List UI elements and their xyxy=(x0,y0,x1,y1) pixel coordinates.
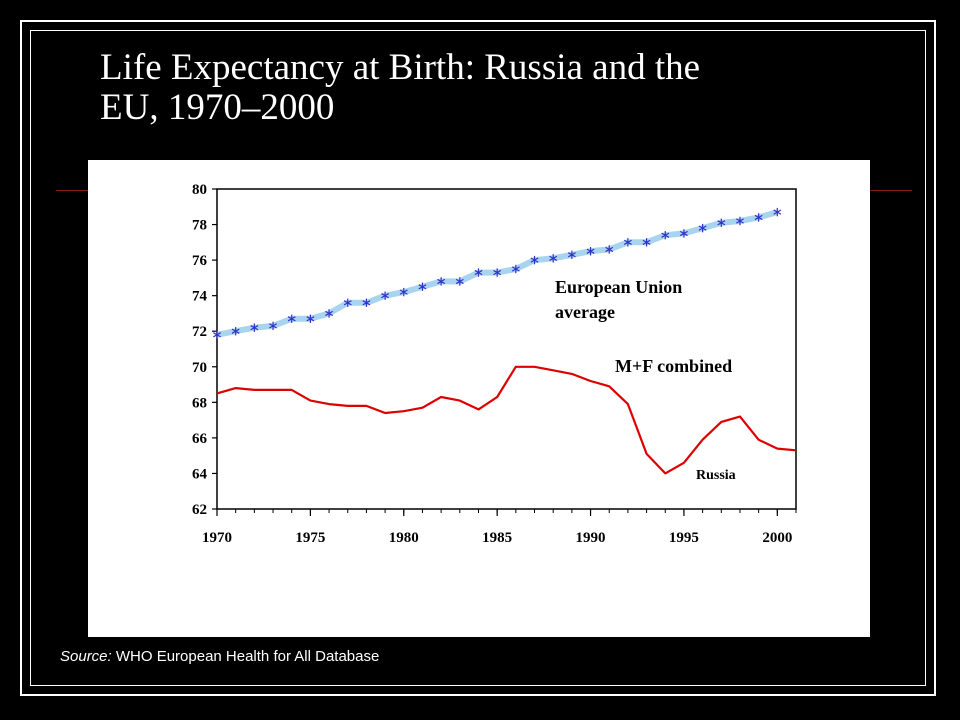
y-tick-label: 76 xyxy=(192,253,208,269)
data-point xyxy=(549,254,558,263)
data-point xyxy=(642,238,651,247)
eu-annotation-line2: average xyxy=(555,302,615,322)
data-point xyxy=(269,321,277,331)
data-point xyxy=(717,218,726,227)
y-tick-label: 80 xyxy=(192,182,207,198)
slide-title-line1: Life Expectancy at Birth: Russia and the xyxy=(100,47,701,88)
data-point xyxy=(306,314,315,323)
slide-title: Life Expectancy at Birth: Russia and the… xyxy=(100,48,860,128)
data-point xyxy=(586,247,595,256)
data-point xyxy=(362,298,371,307)
data-point xyxy=(698,223,707,233)
chart-panel: 62 64 66 68 70 72 74 76 78 80 1970 1975 1980 1985 199… xyxy=(88,160,870,637)
series-line-1 xyxy=(216,365,797,475)
series-layer xyxy=(213,207,797,475)
y-tick-label: 78 xyxy=(192,218,207,234)
data-point xyxy=(250,323,259,332)
data-point xyxy=(381,291,390,300)
source-text: WHO European Health for All Database xyxy=(111,648,380,665)
slide-frame-outer xyxy=(20,20,936,696)
mf-annotation: M+F combined xyxy=(615,356,732,376)
x-tick-label: 1995 xyxy=(669,530,699,546)
data-point xyxy=(530,255,539,265)
eu-annotation-line1: European Union xyxy=(555,277,682,297)
russia-annotation: Russia xyxy=(696,468,736,483)
x-tick-label: 2000 xyxy=(762,530,792,546)
source-note: Source: WHO European Health for All Data… xyxy=(60,648,379,665)
data-point xyxy=(773,207,782,217)
data-point xyxy=(511,264,520,274)
y-tick-label: 64 xyxy=(192,466,208,482)
x-tick-label: 1975 xyxy=(295,530,325,546)
data-point xyxy=(343,298,352,307)
y-tick-label: 62 xyxy=(192,502,207,518)
data-point xyxy=(623,238,632,247)
data-point xyxy=(455,277,464,286)
data-point xyxy=(437,277,446,286)
data-point xyxy=(661,231,670,240)
data-point xyxy=(213,330,221,339)
slide-title-line2: EU, 1970–2000 xyxy=(100,87,335,128)
y-tick-label: 74 xyxy=(192,289,208,305)
data-point xyxy=(567,250,576,259)
x-axis: 1970 1975 1980 1985 1990 1995 2000 xyxy=(202,509,797,546)
life-expectancy-chart: 62 64 66 68 70 72 74 76 78 80 1970 1975 1980 1985 199… xyxy=(192,182,797,546)
plot-area xyxy=(216,188,797,510)
source-label: Source: xyxy=(60,648,112,665)
slide-frame-inner xyxy=(30,30,926,686)
data-point xyxy=(493,268,502,277)
y-tick-label: 70 xyxy=(192,360,207,376)
data-point xyxy=(754,213,763,222)
data-point xyxy=(418,282,427,291)
x-tick-label: 1985 xyxy=(482,530,512,546)
data-point xyxy=(736,216,744,226)
data-point xyxy=(325,309,334,318)
x-tick-label: 1980 xyxy=(389,530,419,546)
y-tick-label: 72 xyxy=(192,324,207,340)
data-point xyxy=(605,245,614,254)
y-axis: 62 64 66 68 70 72 74 76 78 80 xyxy=(192,182,217,518)
data-point xyxy=(474,268,483,277)
data-point xyxy=(399,287,408,297)
data-point xyxy=(679,229,688,238)
data-point xyxy=(231,327,240,336)
y-tick-label: 68 xyxy=(192,395,207,411)
x-tick-label: 1970 xyxy=(202,530,232,546)
data-point xyxy=(287,314,296,323)
x-tick-label: 1990 xyxy=(576,530,606,546)
y-tick-label: 66 xyxy=(192,431,208,447)
